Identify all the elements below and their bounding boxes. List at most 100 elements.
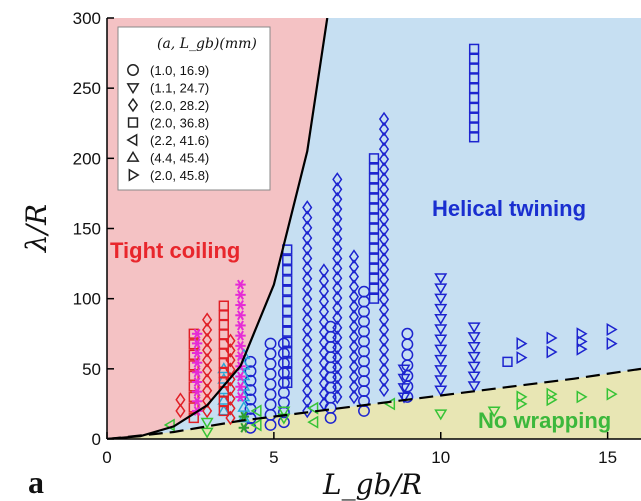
data-point-triangle-down — [277, 406, 291, 418]
data-point-square — [368, 293, 380, 304]
data-point-square — [218, 300, 229, 311]
data-point-diamond — [332, 379, 343, 395]
legend-marker-square — [127, 117, 139, 128]
legend-entry-label: (1.1, 24.7) — [150, 81, 209, 96]
data-point-diamond — [302, 352, 313, 368]
data-point-diamond — [318, 314, 330, 330]
data-point-square — [502, 356, 513, 367]
data-point-asterisk — [235, 320, 246, 331]
data-point-diamond — [348, 299, 360, 314]
data-point-asterisk — [191, 386, 203, 397]
data-point-diamond — [378, 202, 390, 217]
legend-marker-triangle-down — [126, 83, 140, 95]
data-point-square — [468, 43, 480, 55]
data-point-diamond — [378, 362, 390, 378]
legend-marker-circle — [127, 64, 139, 76]
data-point-diamond — [202, 383, 213, 398]
data-point-square — [282, 316, 293, 327]
data-point-circle — [401, 327, 414, 340]
data-point-diamond — [302, 312, 313, 327]
legend-entry-label: (2.0, 36.8) — [150, 116, 209, 131]
panel-label: a — [28, 464, 44, 500]
data-point-diamond — [332, 241, 343, 256]
series-10-triangle-down — [200, 406, 501, 439]
data-point-diamond — [318, 335, 330, 350]
data-point-asterisk — [191, 396, 203, 407]
data-point-diamond — [302, 393, 313, 409]
region-label-tight-coiling: Tight coiling — [110, 238, 240, 263]
coiling-boundary-curve — [107, 18, 329, 439]
data-point-asterisk — [235, 371, 246, 382]
data-point-circle — [244, 393, 257, 406]
data-point-diamond — [378, 262, 390, 277]
data-point-diamond — [332, 350, 343, 365]
data-point-diamond — [348, 369, 360, 385]
legend-entry-label: (2.2, 41.6) — [150, 133, 209, 148]
data-point-diamond — [348, 379, 360, 395]
data-point-diamond — [318, 294, 330, 309]
data-point-diamond — [302, 200, 313, 215]
y-tick-label: 50 — [82, 360, 101, 379]
data-point-diamond — [378, 272, 390, 287]
data-point-diamond — [378, 312, 390, 327]
data-point-triangle-right — [606, 323, 618, 337]
data-point-diamond — [348, 359, 360, 375]
y-tick-label: 100 — [73, 290, 101, 309]
data-point-diamond — [332, 201, 343, 217]
data-point-diamond — [348, 249, 360, 264]
data-point-diamond — [202, 363, 213, 378]
data-point-asterisk — [238, 422, 250, 433]
data-point-diamond — [332, 172, 343, 187]
legend-box — [117, 26, 271, 191]
data-point-circle — [277, 337, 290, 350]
data-point-triangle-left — [307, 415, 319, 429]
data-point-square — [282, 336, 293, 348]
legend-entry-label: (1.0, 16.9) — [150, 63, 209, 78]
data-point-diamond — [318, 345, 330, 360]
data-point-diamond — [378, 302, 390, 317]
data-point-diamond — [378, 181, 390, 197]
data-point-diamond — [378, 161, 390, 177]
data-point-diamond — [302, 383, 313, 398]
y-tick-label: 250 — [73, 79, 101, 98]
data-point-diamond — [332, 261, 343, 276]
data-point-triangle-right — [516, 337, 528, 351]
data-point-square — [282, 295, 293, 306]
data-point-diamond — [378, 232, 390, 247]
data-point-square — [468, 82, 480, 94]
data-point-asterisk — [235, 391, 246, 402]
data-point-diamond — [302, 342, 313, 358]
data-point-diamond — [302, 271, 313, 286]
data-point-square — [368, 283, 380, 294]
data-point-diamond — [318, 304, 330, 319]
data-point-diamond — [332, 181, 343, 197]
data-point-square — [282, 367, 293, 378]
data-point-diamond — [348, 289, 360, 304]
data-point-diamond — [378, 121, 390, 137]
data-point-asterisk — [235, 340, 246, 351]
data-point-diamond — [302, 291, 313, 307]
legend-marker-diamond — [127, 97, 139, 113]
data-point-square — [468, 132, 480, 143]
data-point-diamond — [332, 221, 343, 237]
data-point-diamond — [225, 381, 236, 397]
data-point-diamond — [318, 263, 330, 278]
data-point-diamond — [378, 252, 390, 267]
data-point-diamond — [332, 280, 343, 296]
data-point-diamond — [202, 322, 213, 338]
data-point-diamond — [318, 365, 330, 381]
data-point-square — [368, 153, 380, 164]
data-point-diamond — [225, 343, 236, 358]
legend-title: (a, L_gb)(mm) — [157, 36, 257, 52]
data-point-diamond — [332, 290, 343, 306]
data-point-diamond — [332, 251, 343, 266]
data-point-square — [468, 112, 480, 123]
data-point-asterisk — [235, 279, 246, 290]
series-0-circle — [244, 285, 414, 434]
data-point-diamond — [302, 261, 313, 276]
data-point-diamond — [378, 292, 390, 307]
data-point-asterisk — [235, 310, 246, 321]
data-point-square — [368, 263, 380, 274]
data-point-triangle-down — [200, 417, 214, 429]
data-point-triangle-right — [546, 345, 558, 359]
